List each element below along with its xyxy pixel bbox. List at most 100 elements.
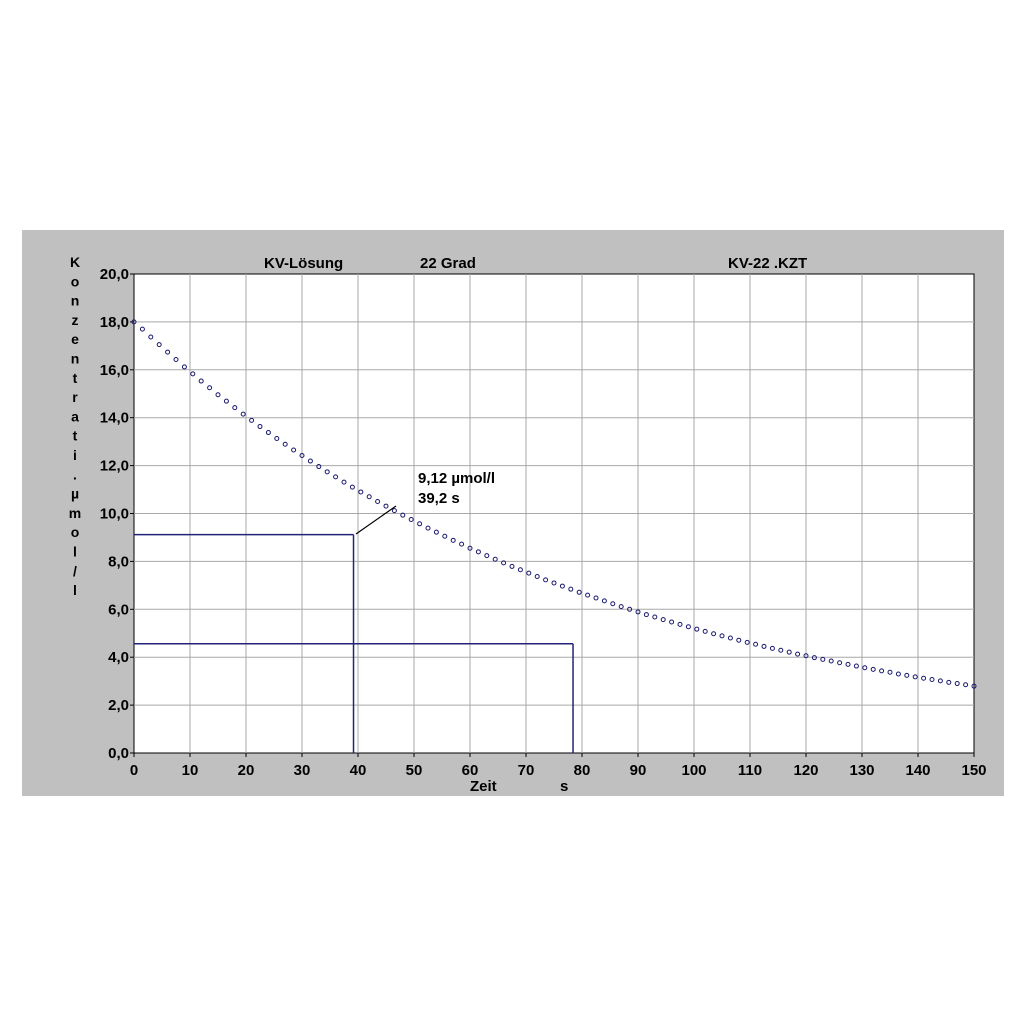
y-tick-label: 0,0 <box>108 745 129 762</box>
y-axis-label-char: . <box>73 466 77 482</box>
data-point <box>576 589 582 595</box>
data-point <box>181 364 187 370</box>
chart-title-left: KV-Lösung <box>264 255 343 272</box>
annotation-arrow <box>355 505 397 535</box>
data-point <box>534 573 540 579</box>
data-point <box>803 653 809 659</box>
y-axis-label-char: i <box>73 447 77 463</box>
data-point <box>635 609 641 615</box>
x-tick-labels: 0 10 20 30 40 50 60 70 80 90 100 110 120 130 140 150 <box>130 762 987 779</box>
data-point <box>324 469 330 475</box>
data-point <box>820 656 826 662</box>
x-axis-unit: s <box>560 778 568 795</box>
data-point <box>627 606 633 612</box>
data-point <box>643 612 649 618</box>
x-tick-label: 30 <box>294 762 311 779</box>
data-point <box>526 570 532 576</box>
data-point <box>450 537 456 543</box>
data-point <box>391 508 397 514</box>
y-tick-label: 18,0 <box>100 314 129 331</box>
data-point <box>727 635 733 641</box>
data-point <box>366 494 372 500</box>
data-point <box>551 580 557 586</box>
data-point <box>509 563 515 569</box>
data-point <box>282 441 288 447</box>
data-point <box>946 679 952 685</box>
x-axis-label: Zeit <box>470 778 497 795</box>
data-point <box>299 453 305 459</box>
data-point <box>702 628 708 634</box>
y-axis-label-char: o <box>71 273 80 289</box>
data-point <box>442 533 448 539</box>
data-point <box>778 647 784 653</box>
y-tick-label: 6,0 <box>108 601 129 618</box>
data-point <box>139 326 145 332</box>
data-point <box>198 378 204 384</box>
x-tick-label: 90 <box>630 762 647 779</box>
annotation-time: 39,2 s <box>418 490 460 507</box>
data-point <box>148 334 154 340</box>
reference-lines <box>134 533 574 753</box>
y-axis-label-char: n <box>71 351 80 367</box>
y-axis-label-char: e <box>71 331 79 347</box>
y-axis-label-char: r <box>72 389 78 405</box>
data-point <box>240 411 246 417</box>
data-point <box>257 424 263 430</box>
data-point <box>459 541 465 547</box>
data-point <box>232 405 238 411</box>
data-point <box>501 560 507 566</box>
data-point <box>333 474 339 480</box>
chart-title-right: KV-22 .KZT <box>728 255 807 272</box>
y-tick-label: 2,0 <box>108 697 129 714</box>
x-tick-label: 100 <box>681 762 706 779</box>
y-axis-label-char: / <box>73 563 77 579</box>
y-axis-label-char: a <box>71 408 79 424</box>
data-point <box>736 637 742 643</box>
y-tick-label: 8,0 <box>108 553 129 570</box>
data-point <box>400 512 406 518</box>
data-point <box>291 447 297 453</box>
data-point <box>165 349 171 355</box>
data-point <box>156 342 162 348</box>
data-point <box>173 357 179 363</box>
data-point <box>711 631 717 637</box>
data-point <box>837 660 843 666</box>
x-tick-label: 60 <box>462 762 479 779</box>
y-axis-label-char: t <box>73 428 78 444</box>
y-axis-label-char: o <box>71 524 80 540</box>
annotation-concentration: 9,12 µmol/l <box>418 470 495 487</box>
data-point <box>601 598 607 604</box>
x-tick-label: 120 <box>793 762 818 779</box>
data-point <box>685 624 691 630</box>
data-point <box>417 521 423 527</box>
data-point <box>879 668 885 674</box>
data-point <box>484 553 490 559</box>
data-point <box>618 604 624 610</box>
data-point <box>795 651 801 657</box>
data-point <box>375 499 381 505</box>
data-point <box>963 682 969 688</box>
data-points <box>131 319 977 689</box>
data-point <box>249 417 255 423</box>
y-axis-label-char: m <box>69 505 81 521</box>
data-point <box>870 666 876 672</box>
data-point <box>207 385 213 391</box>
data-point <box>593 595 599 601</box>
y-tick-label: 16,0 <box>100 362 129 379</box>
data-point <box>853 663 859 669</box>
x-tick-label: 110 <box>738 762 762 779</box>
data-point <box>543 577 549 583</box>
data-point <box>475 549 481 555</box>
x-tick-label: 70 <box>518 762 535 779</box>
y-tick-label: 10,0 <box>100 506 129 523</box>
data-point <box>904 672 910 678</box>
data-point <box>131 319 137 325</box>
y-axis-label-char: K <box>70 254 80 270</box>
x-tick-label: 50 <box>406 762 423 779</box>
data-point <box>383 503 389 509</box>
x-tick-label: 20 <box>238 762 255 779</box>
data-point <box>895 671 901 677</box>
data-point <box>954 681 960 687</box>
x-tick-label: 80 <box>574 762 591 779</box>
